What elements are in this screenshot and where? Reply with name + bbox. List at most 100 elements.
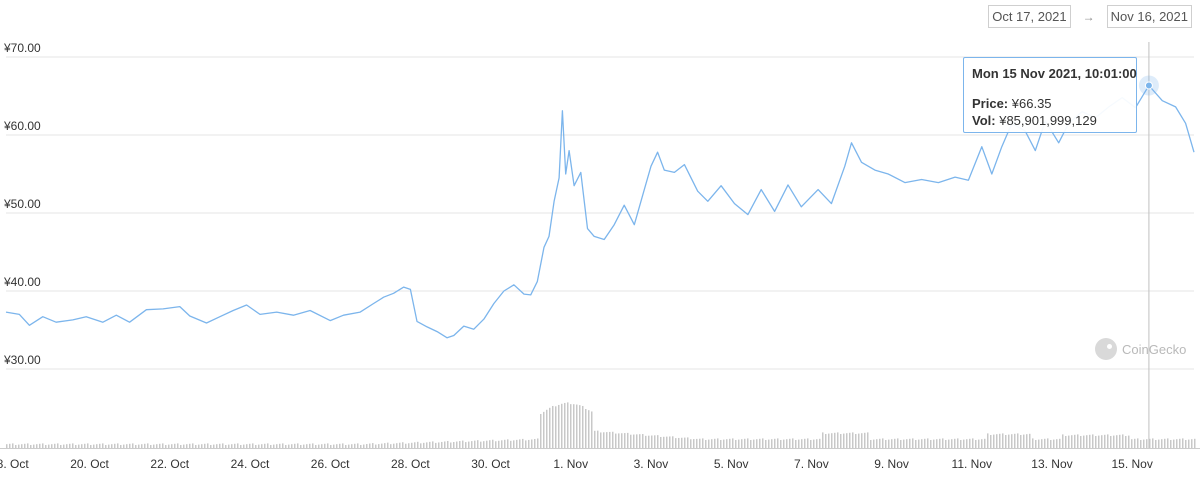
volume-bar (558, 404, 560, 448)
volume-bar (819, 438, 821, 448)
volume-bar (750, 440, 752, 448)
volume-bar (162, 443, 164, 448)
volume-bar (219, 443, 221, 448)
volume-bar (48, 444, 50, 448)
volume-bar (513, 440, 515, 448)
volume-bar (237, 443, 239, 448)
volume-bar (711, 439, 713, 448)
volume-bar (360, 445, 362, 448)
tooltip-vol-value: ¥85,901,999,129 (999, 113, 1097, 128)
volume-bar (459, 441, 461, 448)
volume-bar (777, 438, 779, 448)
x-tick-label: 24. Oct (231, 457, 270, 471)
volume-bar (387, 442, 389, 448)
volume-bar (654, 435, 656, 448)
volume-bar (843, 433, 845, 448)
volume-bar (150, 445, 152, 448)
y-tick-label: ¥40.00 (3, 275, 41, 289)
volume-bar (96, 444, 98, 448)
volume-bar (621, 433, 623, 448)
volume-bar (1158, 439, 1160, 448)
volume-bar (36, 444, 38, 448)
volume-bar (822, 432, 824, 448)
volume-bar (945, 440, 947, 448)
volume-bars (6, 402, 1196, 448)
volume-bar (396, 443, 398, 448)
volume-bar (801, 439, 803, 448)
volume-bar (381, 443, 383, 448)
end-date-input[interactable]: Nov 16, 2021 (1106, 5, 1192, 28)
volume-bar (402, 442, 404, 448)
volume-bar (255, 445, 257, 448)
volume-bar (999, 433, 1001, 448)
x-tick-label: 22. Oct (150, 457, 189, 471)
volume-bar (405, 443, 407, 448)
start-date-input[interactable]: Oct 17, 2021 (988, 5, 1071, 28)
volume-bar (1077, 434, 1079, 448)
volume-bar (885, 440, 887, 448)
volume-bar (990, 435, 992, 448)
volume-bar (1107, 434, 1109, 448)
volume-bar (759, 438, 761, 448)
volume-bar (495, 441, 497, 448)
volume-bar (873, 439, 875, 448)
volume-bar (342, 443, 344, 448)
volume-bar (1155, 440, 1157, 448)
volume-bar (444, 441, 446, 448)
volume-bar (180, 445, 182, 448)
volume-bar (474, 440, 476, 448)
volume-bar (684, 437, 686, 448)
volume-bar (297, 443, 299, 448)
volume-bar (672, 436, 674, 448)
volume-bar (576, 404, 578, 448)
volume-bar (390, 444, 392, 448)
volume-bar (441, 441, 443, 448)
volume-bar (375, 444, 377, 448)
volume-bar (1152, 438, 1154, 448)
volume-bar (480, 441, 482, 448)
volume-bar (423, 442, 425, 448)
x-tick-label: 28. Oct (391, 457, 430, 471)
volume-bar (573, 404, 575, 448)
volume-bar (138, 444, 140, 448)
volume-bar (1083, 435, 1085, 448)
volume-bar (18, 444, 20, 448)
volume-bar (948, 439, 950, 448)
volume-bar (222, 443, 224, 448)
volume-bar (438, 442, 440, 448)
volume-bar (537, 438, 539, 448)
volume-bar (192, 443, 194, 448)
volume-bar (99, 443, 101, 448)
x-tick-label: 18. Oct (0, 457, 29, 471)
volume-bar (540, 414, 542, 448)
volume-bar (858, 433, 860, 448)
coingecko-watermark: CoinGecko (1095, 338, 1186, 360)
volume-bar (207, 443, 209, 448)
volume-bar (555, 406, 557, 448)
volume-bar (501, 440, 503, 448)
highlight-point[interactable] (1144, 81, 1153, 90)
volume-bar (1017, 433, 1019, 448)
volume-bar (1104, 434, 1106, 448)
volume-bar (528, 439, 530, 448)
volume-bar (117, 443, 119, 448)
volume-bar (957, 438, 959, 448)
volume-bar (852, 432, 854, 448)
volume-bar (399, 442, 401, 448)
volume-bar (699, 438, 701, 448)
volume-bar (1086, 435, 1088, 448)
volume-bar (87, 443, 89, 448)
volume-bar (978, 439, 980, 448)
volume-bar (516, 439, 518, 448)
volume-bar (792, 438, 794, 448)
volume-bar (231, 444, 233, 448)
volume-bar (267, 443, 269, 448)
volume-bar (1119, 434, 1121, 448)
volume-bar (348, 444, 350, 448)
volume-bar (507, 439, 509, 448)
volume-bar (693, 439, 695, 448)
volume-bar (294, 443, 296, 448)
volume-bar (897, 438, 899, 448)
volume-bar (768, 439, 770, 448)
